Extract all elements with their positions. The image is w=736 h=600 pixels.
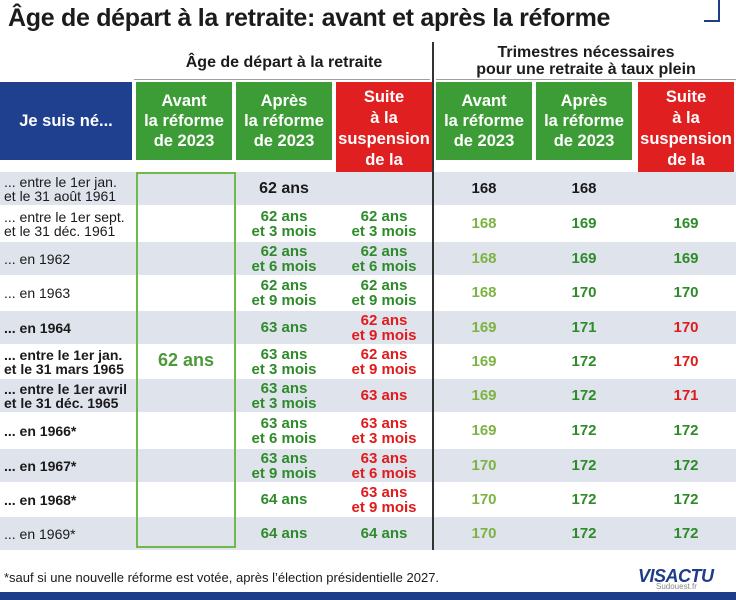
quarters-before-reform: 168	[471, 284, 497, 301]
table-row: ... entre le 1er jan. et le 31 août 1961…	[0, 172, 736, 205]
quarters-after-suspension: 169	[673, 215, 699, 232]
table-row: ... en 1968* 64 ans 63 ans et 9 mois 170 172…	[0, 483, 736, 516]
age-after-suspension: 62 ans et 9 mois	[351, 345, 417, 378]
quarters-before-reform: 169	[471, 387, 497, 404]
age-after-reform: 62 ans et 6 mois	[251, 242, 317, 275]
age-after-suspension: 62 ans et 9 mois	[351, 276, 417, 309]
age-after-suspension: 62 ans et 3 mois	[351, 207, 417, 240]
header-quarters-after: Après la réforme de 2023	[536, 82, 632, 160]
divider	[436, 79, 736, 80]
age-after-reform: 63 ans et 6 mois	[251, 414, 317, 447]
birth-period-label: ... en 1968*	[4, 491, 77, 508]
table-row: ... en 1966* 63 ans et 6 mois 63 ans et 3 …	[0, 414, 736, 447]
quarters-before-reform: 168	[471, 180, 497, 197]
quarters-before-reform: 169	[471, 422, 497, 439]
quarters-after-suspension: 171	[673, 387, 699, 404]
quarters-after-suspension: 170	[673, 353, 699, 370]
group-heading-age: Âge de départ à la retraite	[185, 54, 383, 71]
quarters-before-reform: 168	[471, 250, 497, 267]
header-before-reform: Avant la réforme de 2023	[136, 82, 232, 160]
quarters-after-reform: 170	[571, 284, 597, 301]
source-credit: Sudouest.fr	[656, 582, 697, 591]
quarters-after-reform: 172	[571, 353, 597, 370]
quarters-after-reform: 168	[571, 180, 597, 197]
quarters-after-reform: 172	[571, 525, 597, 542]
quarters-before-reform: 169	[471, 353, 497, 370]
quarters-before-reform: 169	[471, 319, 497, 336]
quarters-after-suspension: 172	[673, 491, 699, 508]
age-after-suspension: 62 ans et 9 mois	[351, 311, 417, 344]
table-row: ... en 1962 62 ans et 6 mois 62 ans et 6 m…	[0, 242, 736, 275]
footnote: *sauf si une nouvelle réforme est votée,…	[4, 570, 440, 585]
age-after-reform: 62 ans et 9 mois	[251, 276, 317, 309]
header-born: Je suis né...	[0, 82, 132, 160]
page-title: Âge de départ à la retraite: avant et ap…	[8, 4, 611, 32]
quarters-after-reform: 172	[571, 491, 597, 508]
quarters-before-reform: 170	[471, 525, 497, 542]
age-after-reform: 63 ans et 3 mois	[251, 345, 317, 378]
table-row: ... entre le 1er sept. et le 31 déc. 196…	[0, 207, 736, 240]
age-after-suspension: 62 ans et 6 mois	[351, 242, 417, 275]
quarters-after-suspension: 170	[673, 319, 699, 336]
age-after-reform: 62 ans	[259, 180, 309, 197]
header-after-reform: Après la réforme de 2023	[236, 82, 332, 160]
quarters-after-suspension: 170	[673, 284, 699, 301]
table-row: ... en 1967* 63 ans et 9 mois 63 ans et 6 …	[0, 449, 736, 482]
age-after-suspension: 64 ans	[360, 525, 408, 542]
birth-period-label: ... en 1963	[4, 284, 71, 301]
birth-period-label: ... entre le 1er jan. et le 31 août 1961	[4, 173, 117, 204]
table-row: ... entre le 1er jan. et le 31 mars 1965…	[0, 345, 736, 378]
before-reform-age: 62 ans	[157, 349, 215, 370]
quarters-after-suspension: 172	[673, 457, 699, 474]
quarters-before-reform: 168	[471, 215, 497, 232]
quarters-after-reform: 169	[571, 215, 597, 232]
birth-period-label: ... en 1966*	[4, 422, 77, 439]
corner-decoration-h	[704, 20, 720, 22]
age-after-reform: 63 ans et 9 mois	[251, 449, 317, 482]
age-after-reform: 64 ans	[260, 525, 308, 542]
age-after-suspension: 63 ans et 9 mois	[351, 483, 417, 516]
quarters-after-reform: 172	[571, 457, 597, 474]
birth-period-label: ... en 1969*	[4, 525, 76, 542]
table-row: ... entre le 1er avril et le 31 déc. 196…	[0, 379, 736, 412]
quarters-before-reform: 170	[471, 457, 497, 474]
quarters-after-reform: 171	[571, 319, 597, 336]
age-after-reform: 64 ans	[260, 491, 308, 508]
birth-period-label: ... en 1967*	[4, 457, 77, 474]
age-after-reform: 62 ans et 3 mois	[251, 207, 317, 240]
bottom-bar	[0, 592, 736, 600]
age-after-suspension: 63 ans et 6 mois	[351, 449, 417, 482]
quarters-after-reform: 169	[571, 250, 597, 267]
corner-decoration	[718, 0, 720, 22]
visactu-logo: VISACTU	[638, 566, 714, 586]
age-after-suspension: 63 ans	[360, 387, 408, 404]
quarters-before-reform: 170	[471, 491, 497, 508]
quarters-after-reform: 172	[571, 387, 597, 404]
vertical-divider	[432, 42, 434, 550]
before-reform-box: 62 ans	[136, 172, 236, 548]
birth-period-label: ... entre le 1er jan. et le 31 mars 1965	[4, 346, 124, 377]
group-heading-quarters: Trimestres nécessaires pour une retraite…	[476, 44, 696, 78]
age-after-reform: 63 ans	[260, 319, 308, 336]
table-row: ... en 1969* 64 ans 64 ans 170 172 172	[0, 517, 736, 550]
divider	[134, 79, 430, 80]
table-row: ... en 1963 62 ans et 9 mois 62 ans et 9 m…	[0, 276, 736, 309]
quarters-after-suspension: 172	[673, 422, 699, 439]
birth-period-label: ... en 1964	[4, 319, 71, 336]
age-after-reform: 63 ans et 3 mois	[251, 379, 317, 412]
quarters-after-reform: 172	[571, 422, 597, 439]
header-quarters-before: Avant la réforme de 2023	[436, 82, 532, 160]
quarters-after-suspension: 172	[673, 525, 699, 542]
table-row: ... en 1964 63 ans 62 ans et 9 mois 169 171 1…	[0, 311, 736, 344]
birth-period-label: ... entre le 1er sept. et le 31 déc. 196…	[4, 208, 125, 239]
birth-period-label: ... en 1962	[4, 250, 71, 267]
quarters-after-suspension: 169	[673, 250, 699, 267]
birth-period-label: ... entre le 1er avril et le 31 déc. 196…	[4, 380, 127, 411]
age-after-suspension: 63 ans et 3 mois	[351, 414, 417, 447]
